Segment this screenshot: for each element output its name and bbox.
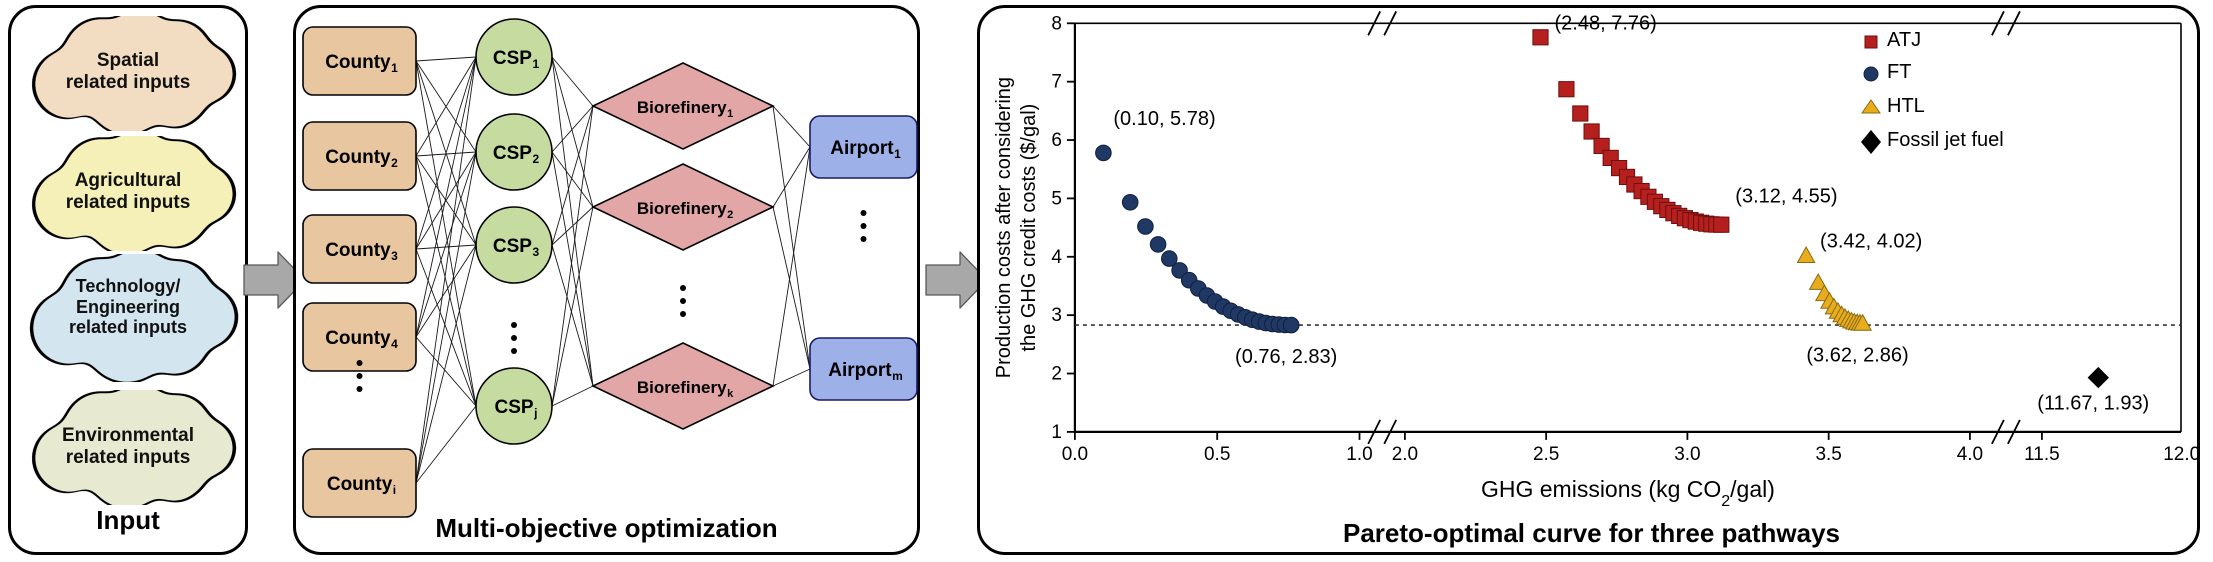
svg-text:Airport1: Airport1 — [830, 138, 901, 161]
svg-text:FT: FT — [1887, 61, 1911, 83]
svg-text:GHG emissions (kg CO2/gal): GHG emissions (kg CO2/gal) — [1481, 476, 1775, 510]
svg-text:(3.42, 4.02): (3.42, 4.02) — [1820, 231, 1922, 253]
svg-text:HTL: HTL — [1887, 95, 1925, 117]
svg-text:Fossil jet fuel: Fossil jet fuel — [1887, 129, 2004, 151]
svg-text:Biorefineryk: Biorefineryk — [637, 378, 734, 400]
svg-text:2.5: 2.5 — [1533, 444, 1559, 465]
svg-text:1.0: 1.0 — [1346, 444, 1372, 465]
svg-text:4: 4 — [1051, 247, 1062, 268]
svg-text:County3: County3 — [325, 240, 398, 263]
svg-text:CSPj: CSPj — [495, 397, 538, 420]
svg-text:Pareto-optimal curve for three: Pareto-optimal curve for three pathways — [1343, 518, 1840, 548]
svg-text:Production costs after conside: Production costs after considering — [993, 77, 1015, 378]
svg-text:2.0: 2.0 — [1392, 444, 1418, 465]
svg-text:0.0: 0.0 — [1062, 444, 1088, 465]
svg-text:12.0: 12.0 — [2163, 444, 2200, 465]
svg-text:8: 8 — [1051, 13, 1062, 34]
svg-text:3: 3 — [1051, 305, 1062, 326]
svg-text:5: 5 — [1051, 188, 1062, 209]
svg-text:(0.10, 5.78): (0.10, 5.78) — [1113, 108, 1215, 130]
svg-text:7: 7 — [1051, 72, 1062, 93]
svg-text:the GHG credit costs ($/gal): the GHG credit costs ($/gal) — [1018, 104, 1040, 352]
svg-text:(3.62, 2.86): (3.62, 2.86) — [1806, 344, 1908, 366]
svg-text:6: 6 — [1051, 130, 1062, 151]
svg-text:County2: County2 — [325, 147, 398, 170]
svg-text:11.5: 11.5 — [2024, 444, 2060, 465]
svg-text:(11.67, 1.93): (11.67, 1.93) — [2037, 393, 2149, 415]
svg-text:County4: County4 — [325, 328, 398, 351]
svg-text:County1: County1 — [325, 52, 398, 75]
svg-text:4.0: 4.0 — [1957, 444, 1983, 465]
svg-text:ATJ: ATJ — [1887, 29, 1921, 51]
svg-text:(3.12, 4.55): (3.12, 4.55) — [1735, 186, 1837, 208]
svg-text:(0.76, 2.83): (0.76, 2.83) — [1235, 346, 1337, 368]
svg-text:Biorefinery2: Biorefinery2 — [637, 199, 733, 221]
svg-text:Countyi: Countyi — [327, 474, 396, 497]
svg-text:0.5: 0.5 — [1204, 444, 1230, 465]
svg-text:1: 1 — [1051, 422, 1062, 443]
svg-text:(2.48, 7.76): (2.48, 7.76) — [1555, 12, 1657, 34]
svg-text:2: 2 — [1051, 364, 1062, 385]
svg-text:3.5: 3.5 — [1815, 444, 1841, 465]
svg-text:3.0: 3.0 — [1674, 444, 1700, 465]
svg-text:Biorefinery1: Biorefinery1 — [637, 98, 733, 120]
svg-text:Airportm: Airportm — [828, 360, 903, 383]
